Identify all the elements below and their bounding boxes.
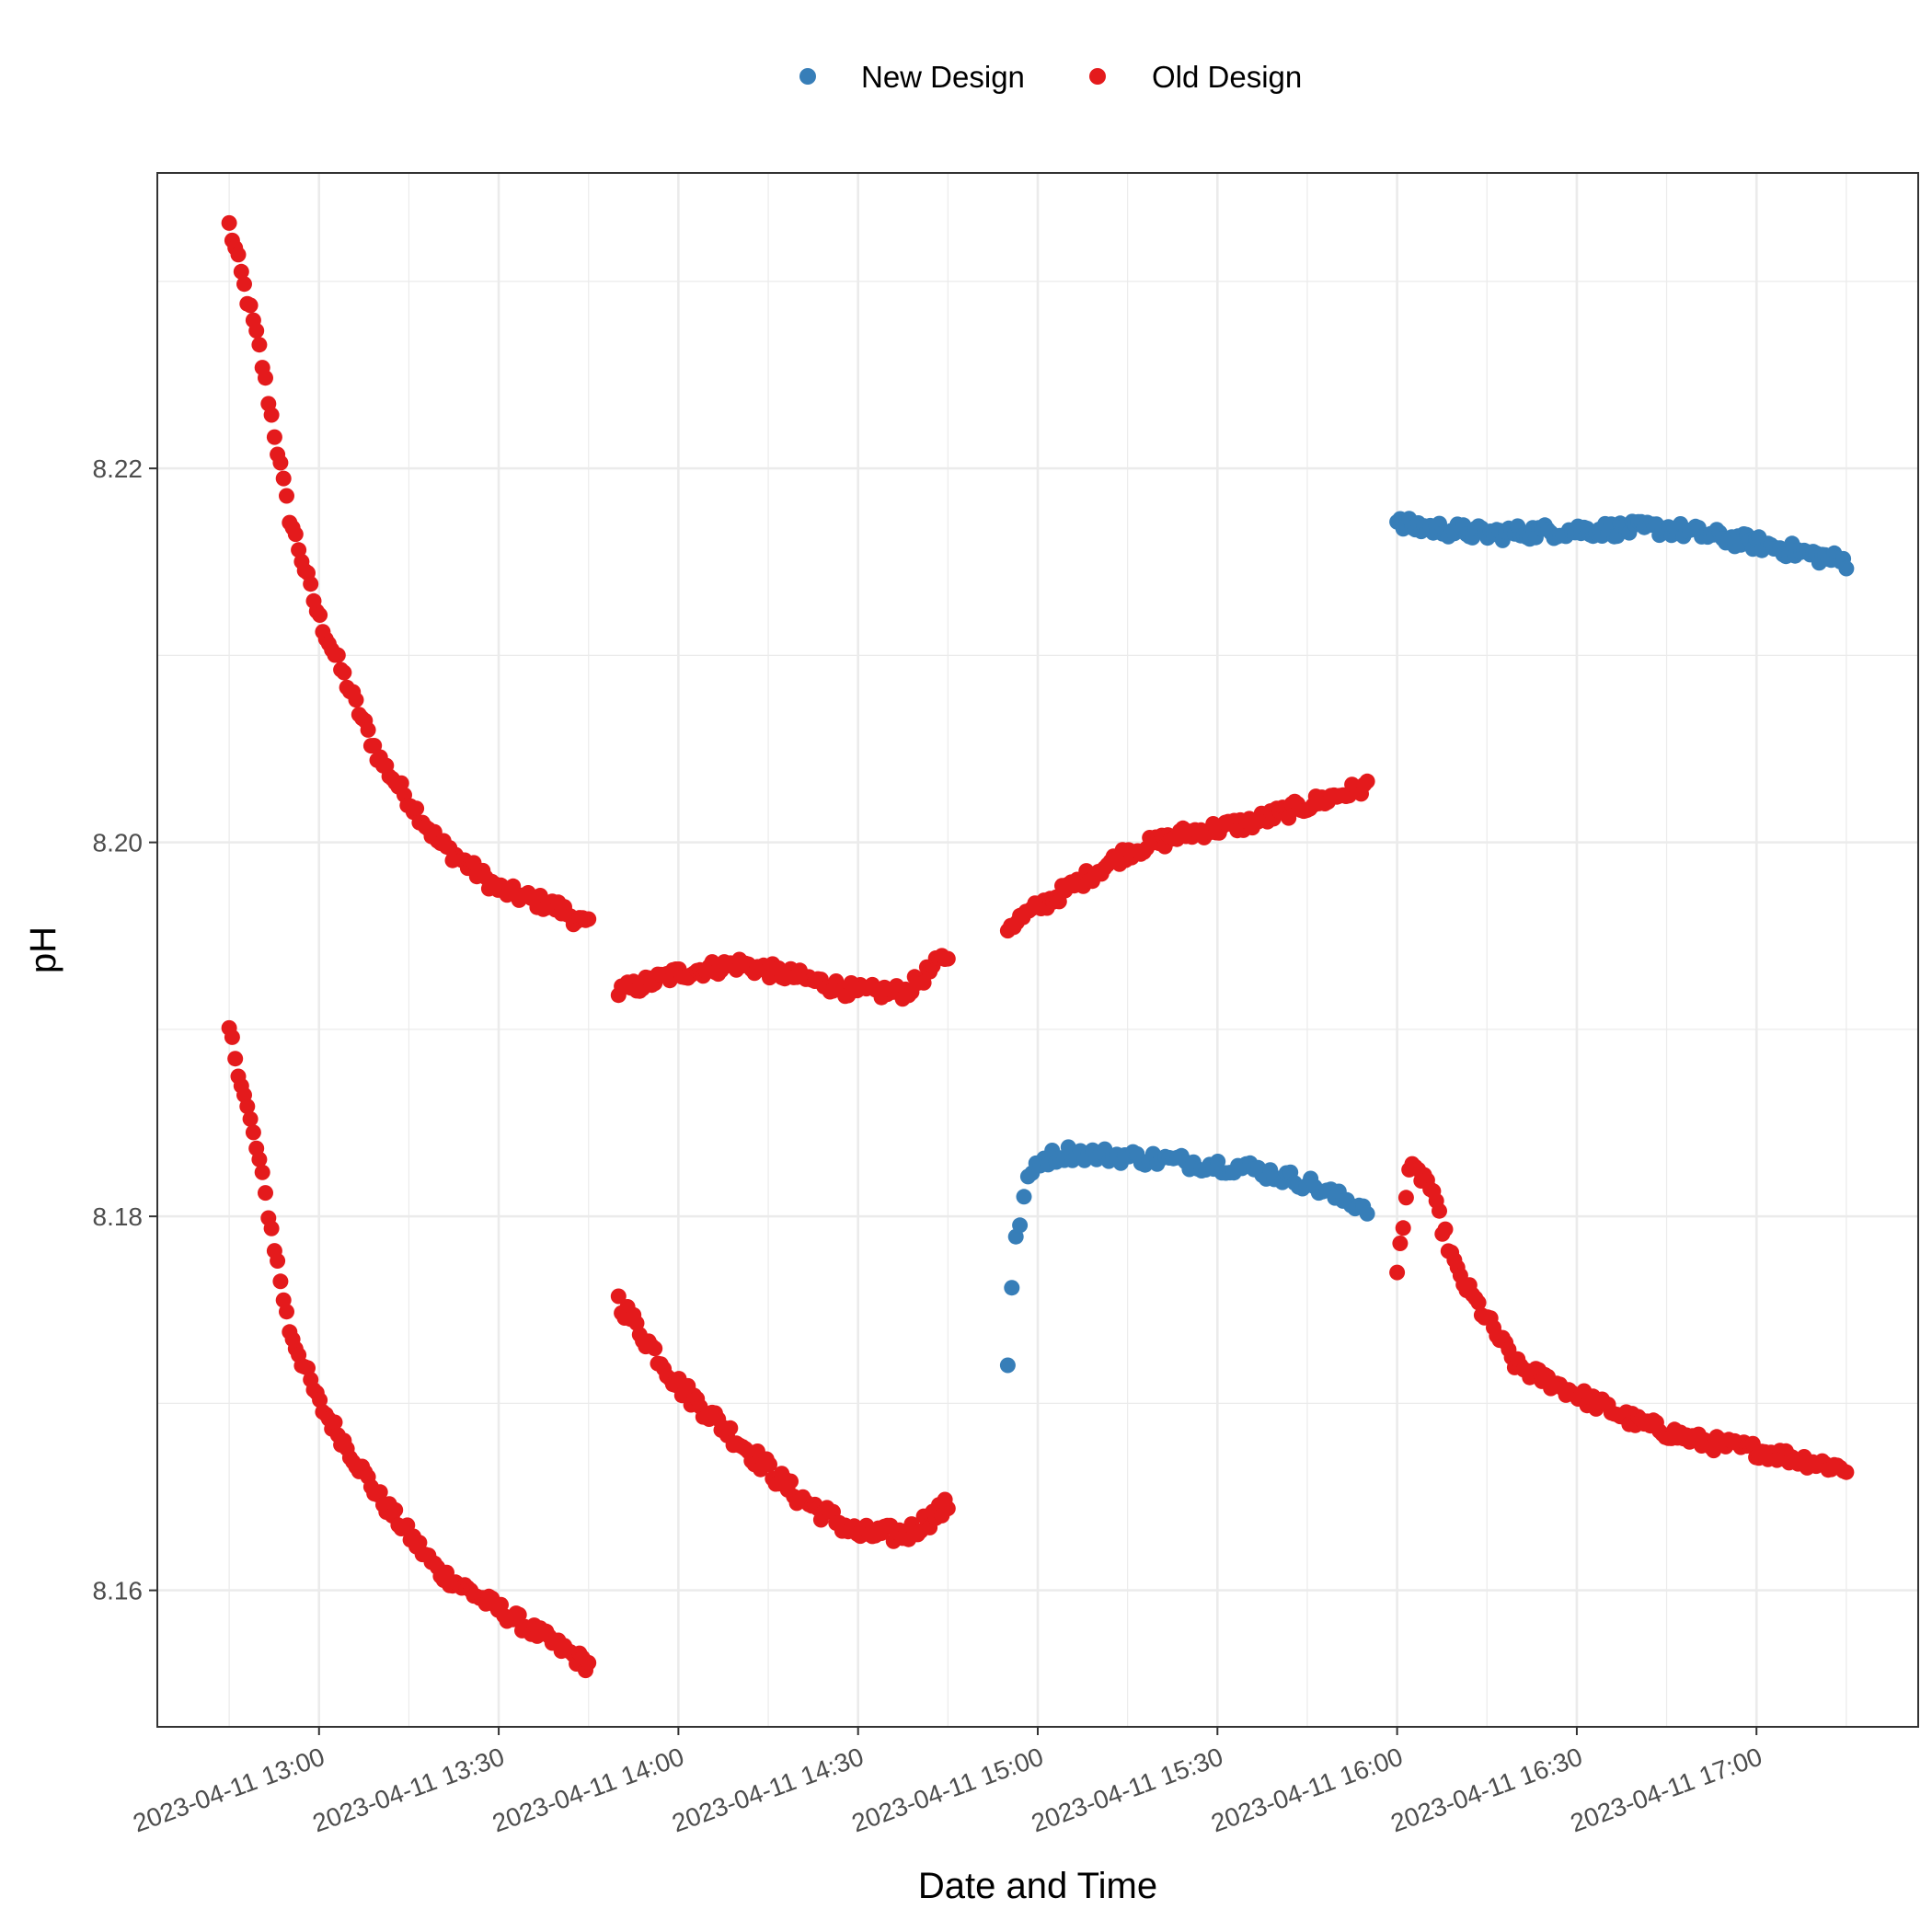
data-point — [245, 1124, 261, 1141]
data-point — [783, 1473, 799, 1489]
y-tick-label: 8.16 — [93, 1577, 144, 1605]
data-point — [275, 470, 292, 487]
data-point — [279, 1304, 294, 1320]
series-new-design — [999, 511, 1855, 1374]
data-point — [254, 1164, 270, 1180]
data-point — [610, 1288, 627, 1305]
data-point — [242, 1110, 259, 1127]
data-point — [408, 800, 425, 817]
data-point — [270, 1253, 286, 1269]
data-point — [227, 1051, 244, 1067]
data-point — [722, 1420, 739, 1436]
data-point — [263, 407, 280, 423]
y-tick-label: 8.22 — [93, 454, 144, 483]
data-point — [248, 323, 265, 339]
data-point — [1392, 1236, 1409, 1251]
data-point — [348, 692, 364, 708]
legend-key-new-design — [799, 68, 816, 85]
legend: New Design Old Design — [799, 60, 1302, 94]
y-tick-label: 8.18 — [93, 1202, 144, 1231]
y-axis-title: pH — [23, 926, 63, 973]
data-point — [360, 721, 376, 738]
data-point — [366, 738, 383, 753]
data-point — [1359, 1205, 1375, 1222]
data-point — [312, 607, 328, 623]
data-point — [1838, 1464, 1855, 1480]
data-point — [272, 454, 289, 471]
data-point — [258, 1185, 273, 1202]
data-point — [336, 664, 352, 681]
data-point — [939, 950, 956, 967]
data-point — [1012, 1217, 1029, 1234]
data-point — [251, 1151, 268, 1167]
data-point — [372, 1484, 388, 1501]
data-point — [511, 1606, 527, 1623]
data-point — [258, 370, 273, 386]
data-point — [287, 526, 304, 543]
data-point — [1281, 810, 1297, 826]
data-point — [387, 1501, 404, 1518]
data-point — [1359, 773, 1375, 789]
data-point — [291, 542, 307, 558]
data-point — [1437, 1221, 1454, 1237]
data-point — [312, 1392, 328, 1409]
data-point — [581, 1654, 597, 1671]
y-tick-label: 8.20 — [93, 829, 144, 857]
legend-key-old-design — [1089, 68, 1106, 85]
data-point — [1389, 1264, 1406, 1281]
legend-label-old-design: Old Design — [1152, 60, 1302, 94]
data-point — [411, 1535, 428, 1551]
series-old-design — [221, 214, 1855, 1679]
x-axis-title: Date and Time — [918, 1866, 1157, 1906]
data-point — [581, 911, 597, 927]
data-points — [221, 214, 1855, 1679]
data-point — [303, 576, 319, 592]
data-point — [327, 1414, 343, 1431]
data-point — [233, 263, 249, 280]
data-point — [1838, 560, 1855, 577]
data-point — [266, 429, 282, 445]
data-point — [239, 1098, 256, 1115]
data-point — [251, 337, 268, 353]
data-point — [224, 1029, 240, 1045]
data-point — [230, 247, 247, 263]
y-axis: 8.16 8.18 8.20 8.22 — [93, 454, 157, 1605]
data-point — [1395, 1220, 1411, 1236]
data-point — [242, 297, 259, 314]
data-point — [1432, 1202, 1447, 1219]
data-point — [393, 775, 409, 791]
data-point — [263, 1220, 280, 1236]
legend-label-new-design: New Design — [861, 60, 1025, 94]
data-point — [1016, 1189, 1032, 1205]
data-point — [532, 888, 548, 903]
data-point — [1397, 1190, 1414, 1206]
data-point — [279, 488, 294, 504]
data-point — [272, 1273, 289, 1290]
data-point — [999, 1357, 1016, 1374]
data-point — [647, 1340, 663, 1357]
data-point — [221, 214, 237, 231]
data-point — [762, 1456, 777, 1473]
data-point — [1004, 1280, 1020, 1296]
data-point — [1470, 1294, 1487, 1311]
data-point — [939, 1501, 956, 1517]
data-point — [236, 276, 252, 293]
data-point — [329, 647, 346, 663]
